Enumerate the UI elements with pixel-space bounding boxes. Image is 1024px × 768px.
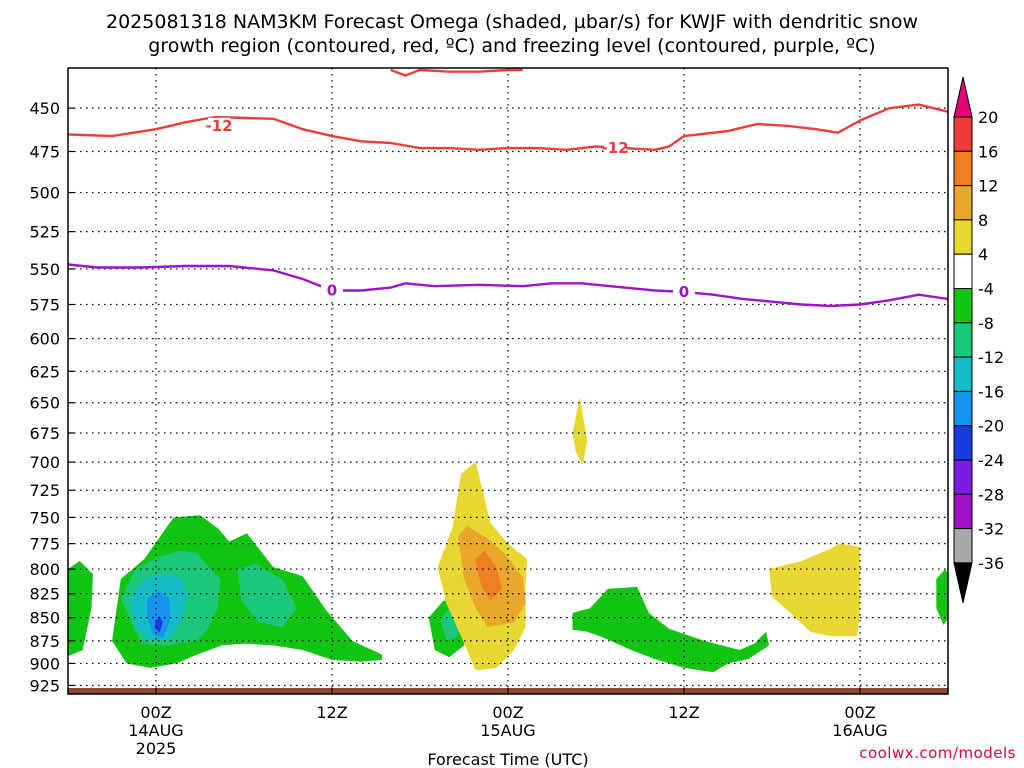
colorbar-box-5 [953,253,973,289]
colorbar-label-8: -16 [978,382,1004,401]
omega-region-5 [147,590,171,639]
colorbar-label-9: -20 [978,417,1004,436]
colorbar-label-0: 20 [978,108,998,127]
y-tick-label-450: 450 [29,99,60,118]
colorbar-top-arrow [953,76,973,118]
y-tick-label-900: 900 [29,654,60,673]
y-tick-label-700: 700 [29,453,60,472]
colorbar-label-3: 8 [978,211,988,230]
contour-label-bg-2-1 [673,283,695,300]
colorbar-label-6: -8 [978,314,994,333]
chart-title-line2: growth region (contoured, red, ºC) and f… [148,35,875,57]
contour-line-0 [68,103,948,151]
contour-label-2-1: 0 [679,283,689,301]
x-axis-label: Forecast Time (UTC) [427,750,588,768]
y-axis: 450 475 500 525 550 575 600 625 650 675 700 725 750 7… [29,99,74,695]
y-tick-label-750: 750 [29,508,60,527]
colorbar-label-12: -32 [978,520,1004,539]
y-tick-label-550: 550 [29,260,60,279]
y-tick-label-800: 800 [29,560,60,579]
x-tick-date-0: 14AUG [128,721,183,740]
omega-shaded-regions [68,396,948,673]
chart-title-line1: 2025081318 NAM3KM Forecast Omega (shaded… [106,11,918,33]
omega-region-14 [572,396,588,466]
grid-lines [68,68,948,694]
colorbar-label-5: -4 [978,280,994,299]
y-tick-label-725: 725 [29,481,60,500]
x-tick-label-1: 12Z [316,703,347,722]
omega-region-6 [155,615,163,633]
y-tick-label-925: 925 [29,676,60,695]
colorbar-box-10 [953,425,973,461]
y-tick-label-675: 675 [29,424,60,443]
colorbar-label-11: -28 [978,485,1004,504]
y-tick-label-775: 775 [29,535,60,554]
x-tick-label-4: 00Z [844,703,875,722]
x-tick-year-0: 2025 [136,739,177,758]
y-tick-label-650: 650 [29,394,60,413]
contour-line-2 [68,263,948,308]
colorbar-box-13 [953,528,973,564]
colorbar-box-12 [953,493,973,530]
x-tick-date-2: 15AUG [480,721,535,740]
y-tick-label-600: 600 [29,330,60,349]
y-tick-label-625: 625 [29,362,60,381]
colorbar-box-7 [953,322,973,358]
x-tick-date-4: 16AUG [832,721,887,740]
colorbar-bottom-arrow [953,562,973,604]
temperature-contours: -12 -12 0 0 [68,68,948,308]
omega-region-10 [936,569,948,626]
colorbar-box-2 [953,150,973,187]
source-credit: coolwx.com/models [859,744,1016,762]
y-tick-label-525: 525 [29,223,60,242]
omega-region-3 [238,564,297,627]
colorbar-label-2: 12 [978,177,998,196]
x-tick-label-2: 00Z [492,703,523,722]
y-tick-label-850: 850 [29,609,60,628]
colorbar-box-11 [953,459,973,495]
colorbar-label-4: 4 [978,245,988,264]
contour-label-0-1: -12 [602,139,629,157]
y-tick-label-475: 475 [29,142,60,161]
y-tick-label-500: 500 [29,184,60,203]
contour-label-bg-0-0 [208,117,231,134]
omega-region-0 [68,561,93,657]
omega-region-15 [769,543,860,637]
y-tick-label-825: 825 [29,585,60,604]
colorbar-box-4 [953,219,973,255]
colorbar-box-1 [953,116,973,152]
colorbar: 20 16 12 8 4 -4 -8 -12 -16 -20 -24 -28 -32 -36 [953,76,1004,604]
omega-region-13 [475,550,503,601]
colorbar-box-6 [953,288,973,324]
x-tick-label-3: 12Z [668,703,699,722]
contour-line-1 [390,68,523,77]
omega-region-9 [572,586,770,673]
colorbar-box-8 [953,356,973,392]
contour-label-0-0: -12 [206,117,233,135]
colorbar-label-13: -36 [978,554,1004,573]
colorbar-label-10: -24 [978,451,1004,470]
y-tick-label-575: 575 [29,296,60,315]
colorbar-label-7: -12 [978,348,1004,367]
colorbar-label-1: 16 [978,142,998,161]
x-tick-label-0: 00Z [140,703,171,722]
contour-label-2-0: 0 [327,281,337,299]
colorbar-box-3 [953,185,973,221]
colorbar-box-9 [953,390,973,427]
y-tick-label-875: 875 [29,632,60,651]
contour-label-bg-2-0 [321,282,343,299]
contour-label-bg-0-1 [604,140,627,157]
